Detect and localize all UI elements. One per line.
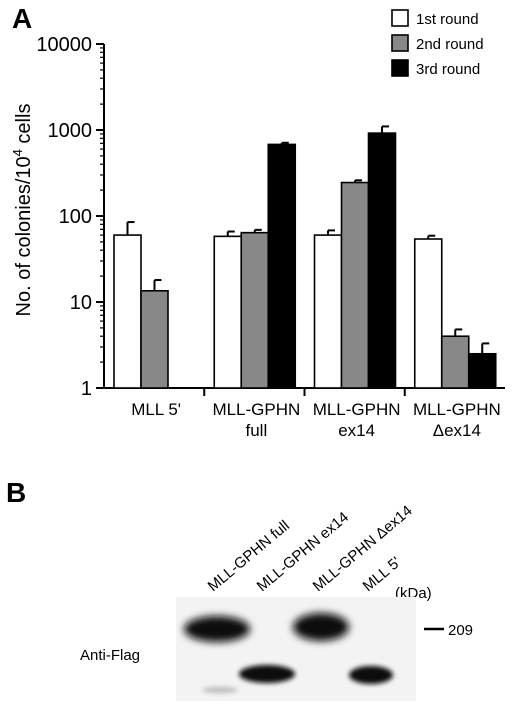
bar-second-round xyxy=(440,335,470,389)
western-blot xyxy=(176,597,416,701)
category-label-line2: Δex14 xyxy=(433,421,481,440)
y-tick-label: 100 xyxy=(59,206,92,228)
category-label-line1: MLL 5' xyxy=(131,400,181,419)
category-label-line1: MLL-GPHN xyxy=(413,400,501,419)
bar-third-round xyxy=(367,132,397,389)
category-labels: MLL 5' MLL-GPHN full MLL-GPHN ex14 MLL-GPHN Δe… xyxy=(131,400,501,440)
legend-swatch-first-round xyxy=(391,9,409,27)
bar-first-round xyxy=(413,238,443,389)
category-label-line2: ex14 xyxy=(338,421,375,440)
lane-label: MLL-GPHN full xyxy=(205,517,293,595)
bar-third-round xyxy=(267,143,297,389)
bars xyxy=(113,125,497,389)
marker-209-label: 209 xyxy=(448,622,473,639)
svg-text:No. of colonies/104 cells: No. of colonies/104 cells xyxy=(10,104,35,317)
category-label-line1: MLL-GPHN xyxy=(313,400,401,419)
bar-first-round xyxy=(313,234,343,389)
bar-first-round xyxy=(113,234,142,389)
band-full-high xyxy=(184,616,250,642)
y-tick-label: 1 xyxy=(81,378,92,400)
y-axis-label-exponent: 4 xyxy=(10,149,25,156)
faint-band xyxy=(202,687,238,693)
y-axis-label-main: No. of colonies/10 xyxy=(13,156,35,316)
category-label-line2: full xyxy=(246,421,268,440)
band-ex14-high xyxy=(293,613,349,641)
y-tick-label: 10 xyxy=(70,292,92,314)
y-axis-label: No. of colonies/104 cells xyxy=(10,104,35,317)
panel-b-letter: B xyxy=(6,477,26,508)
anti-flag-label: Anti-Flag xyxy=(80,647,140,664)
legend: 1st round 2nd round 3rd round xyxy=(391,9,484,78)
band-full-low xyxy=(239,665,295,683)
legend-label-third-round: 3rd round xyxy=(416,61,480,78)
bar-second-round xyxy=(140,289,169,389)
y-axis: 1 10 100 1000 10000 xyxy=(36,34,105,400)
bar-third-round xyxy=(467,352,497,389)
bar-second-round xyxy=(240,231,270,389)
x-axis xyxy=(104,387,505,396)
lane-label: MLL-GPHN ex14 xyxy=(254,509,352,595)
bar-first-round xyxy=(213,235,243,389)
band-dex14-low xyxy=(349,666,393,684)
y-axis-label-suffix: cells xyxy=(13,104,35,150)
blot-membrane xyxy=(176,597,416,701)
legend-swatch-third-round xyxy=(391,59,409,77)
panel-a-letter: A xyxy=(12,3,32,34)
y-tick-label: 1000 xyxy=(48,120,93,142)
category-label-line1: MLL-GPHN xyxy=(212,400,300,419)
legend-label-second-round: 2nd round xyxy=(416,36,484,53)
bar-second-round xyxy=(340,181,370,389)
y-tick-label: 10000 xyxy=(36,34,92,56)
legend-swatch-second-round xyxy=(391,34,409,52)
legend-label-first-round: 1st round xyxy=(416,11,479,28)
